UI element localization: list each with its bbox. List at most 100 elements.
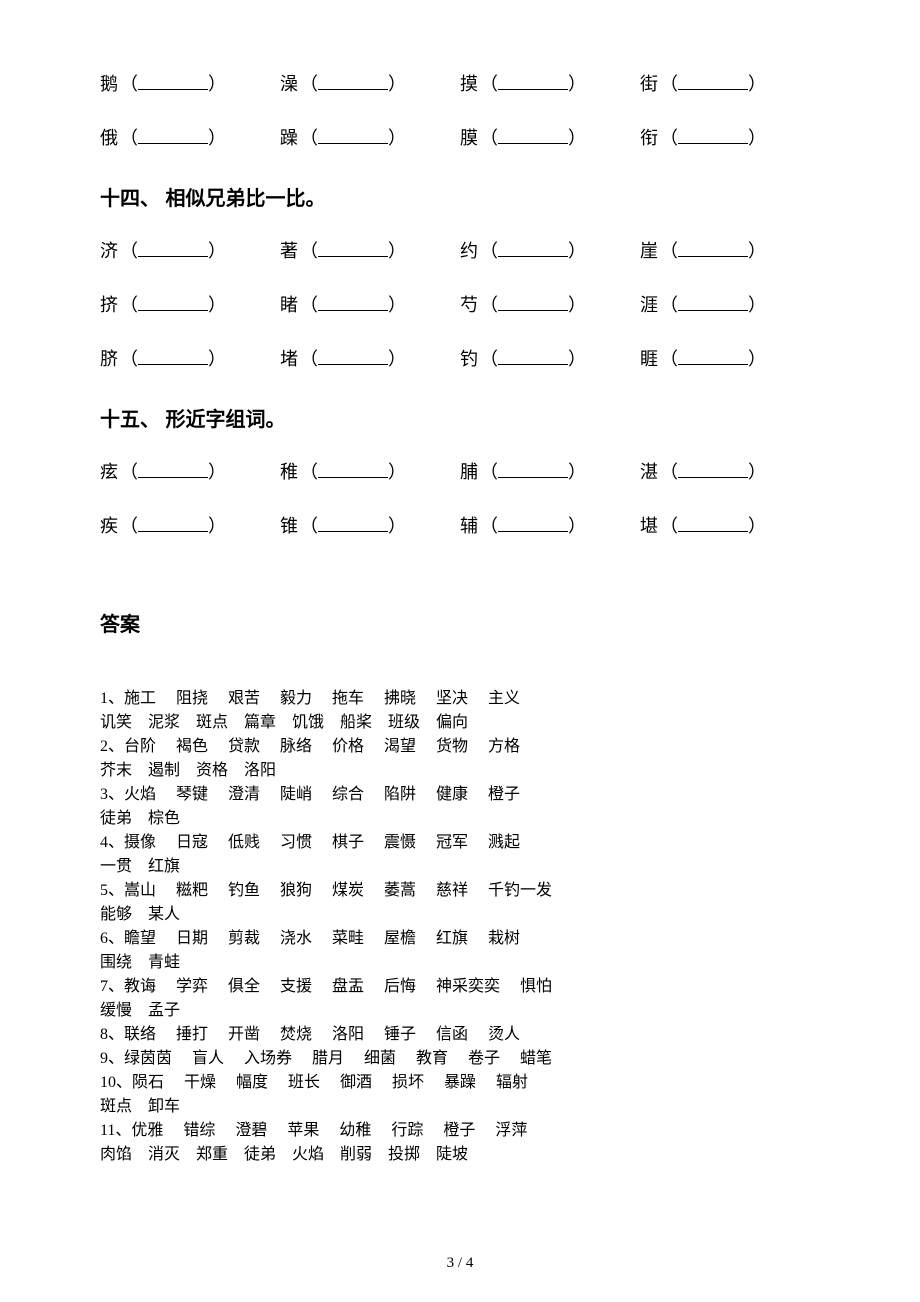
blank-line xyxy=(678,76,748,90)
paren-close: ） xyxy=(568,291,586,317)
answer-line: 4、摄像 日寇 低贱 习惯 棋子 震慑 冠军 溅起 xyxy=(100,831,820,855)
page-footer: 3 / 4 xyxy=(0,1255,920,1272)
blank-line xyxy=(498,351,568,365)
char-label: 著 xyxy=(280,237,298,263)
paren-open: （ xyxy=(480,458,498,484)
char-label: 崖 xyxy=(640,237,658,263)
paren-open: （ xyxy=(300,458,318,484)
paren-close: ） xyxy=(748,70,766,96)
blank-line xyxy=(318,243,388,257)
paren-open: （ xyxy=(480,70,498,96)
top-row-0: 鹅（）澡（）摸（）街（） xyxy=(100,70,820,96)
blank-item: 衔（ ） xyxy=(640,124,820,150)
blank-item: 堪（） xyxy=(640,512,820,538)
blank-item: 脐（） xyxy=(100,345,280,371)
blank-item: 堵（） xyxy=(280,345,460,371)
paren-open: （ xyxy=(120,237,138,263)
paren-close: ） xyxy=(748,458,766,484)
paren-close: ） xyxy=(208,458,226,484)
char-label: 睚 xyxy=(640,345,658,371)
section-1-row-0: 痃（）稚（）脯（）湛（） xyxy=(100,458,820,484)
answer-line: 5、嵩山 糍粑 钓鱼 狼狗 煤炭 萎蒿 慈祥 千钓一发 xyxy=(100,879,820,903)
blank-item: 睹（） xyxy=(280,291,460,317)
char-label: 衔 xyxy=(640,124,658,150)
blank-item: 脯（） xyxy=(460,458,640,484)
paren-open: （ xyxy=(300,237,318,263)
blank-item: 湛（） xyxy=(640,458,820,484)
blank-line xyxy=(318,297,388,311)
blank-line xyxy=(138,518,208,532)
paren-close: ） xyxy=(388,237,406,263)
char-label: 街 xyxy=(640,70,658,96)
paren-close: ） xyxy=(388,345,406,371)
paren-close: ） xyxy=(568,124,586,150)
paren-open: （ xyxy=(660,237,678,263)
top-row-1: 俄（）躁（）膜（）衔（） xyxy=(100,124,820,150)
paren-open: （ xyxy=(660,512,678,538)
blank-item: 崖（） xyxy=(640,237,820,263)
char-label: 鹅 xyxy=(100,70,118,96)
paren-close: ） xyxy=(568,345,586,371)
char-label: 躁 xyxy=(280,124,298,150)
paren-open: （ xyxy=(300,291,318,317)
answer-line: 肉馅 消灭 郑重 徒弟 火焰 削弱 投掷 陡坡 xyxy=(100,1143,820,1167)
blank-line xyxy=(678,130,748,144)
paren-open: （ xyxy=(660,124,678,150)
char-label: 稚 xyxy=(280,458,298,484)
paren-open: （ xyxy=(300,345,318,371)
blank-item: 澡（） xyxy=(280,70,460,96)
paren-open: （ xyxy=(480,512,498,538)
answer-block: 1、施工 阻挠 艰苦 毅力 拖车 拂晓 坚决 主义讥笑 泥浆 斑点 篇章 饥饿 … xyxy=(100,687,820,1167)
blank-item: 济（ ） xyxy=(100,237,280,263)
char-label: 芍 xyxy=(460,291,478,317)
section-title: 十五、 形近字组词。 xyxy=(100,403,820,432)
blank-line xyxy=(678,351,748,365)
answer-line: 围绕 青蛙 xyxy=(100,951,820,975)
char-label: 疾 xyxy=(100,512,118,538)
paren-close: ） xyxy=(748,291,766,317)
paren-open: （ xyxy=(660,345,678,371)
blank-line xyxy=(318,76,388,90)
blank-item: 钓（） xyxy=(460,345,640,371)
blank-line xyxy=(498,464,568,478)
section-0-row-1: 挤（）睹（）芍（）涯（） xyxy=(100,291,820,317)
blank-item: 芍（） xyxy=(460,291,640,317)
paren-close: ） xyxy=(748,512,766,538)
blank-line xyxy=(138,243,208,257)
paren-close: ） xyxy=(208,291,226,317)
blank-item: 躁（） xyxy=(280,124,460,150)
paren-open: （ xyxy=(660,291,678,317)
section-title: 十四、 相似兄弟比一比。 xyxy=(100,182,820,211)
paren-open: （ xyxy=(120,124,138,150)
answer-line: 能够 某人 xyxy=(100,903,820,927)
answer-line: 7、教诲 学弈 俱全 支援 盘盂 后悔 神采奕奕 惧怕 xyxy=(100,975,820,999)
blank-item: 俄（） xyxy=(100,124,280,150)
paren-open: （ xyxy=(120,291,138,317)
char-label: 睹 xyxy=(280,291,298,317)
char-label: 辅 xyxy=(460,512,478,538)
blank-line xyxy=(138,76,208,90)
blank-line xyxy=(678,297,748,311)
section-0-row-0: 济（）著（）约（）崖（） xyxy=(100,237,820,263)
blank-item: 锥（） xyxy=(280,512,460,538)
paren-open: （ xyxy=(300,124,318,150)
char-label: 约 xyxy=(460,237,478,263)
section-0-row-2: 脐（）堵（）钓（）睚（） xyxy=(100,345,820,371)
answer-line: 9、绿茵茵 盲人 入场券 腊月 细菌 教育 卷子 蜡笔 xyxy=(100,1047,820,1071)
blank-item: 睚（） xyxy=(640,345,820,371)
char-label: 济 xyxy=(100,237,118,263)
blank-line xyxy=(318,351,388,365)
paren-open: （ xyxy=(480,124,498,150)
blank-line xyxy=(498,297,568,311)
paren-open: （ xyxy=(660,70,678,96)
blank-item: 痃（） xyxy=(100,458,280,484)
blank-item: 著（ ） xyxy=(280,237,460,263)
blank-item: 膜（） xyxy=(460,124,640,150)
paren-close: ） xyxy=(748,124,766,150)
blank-line xyxy=(138,351,208,365)
blank-line xyxy=(318,130,388,144)
blank-item: 约（） xyxy=(460,237,640,263)
char-label: 锥 xyxy=(280,512,298,538)
char-label: 钓 xyxy=(460,345,478,371)
paren-close: ） xyxy=(208,237,226,263)
